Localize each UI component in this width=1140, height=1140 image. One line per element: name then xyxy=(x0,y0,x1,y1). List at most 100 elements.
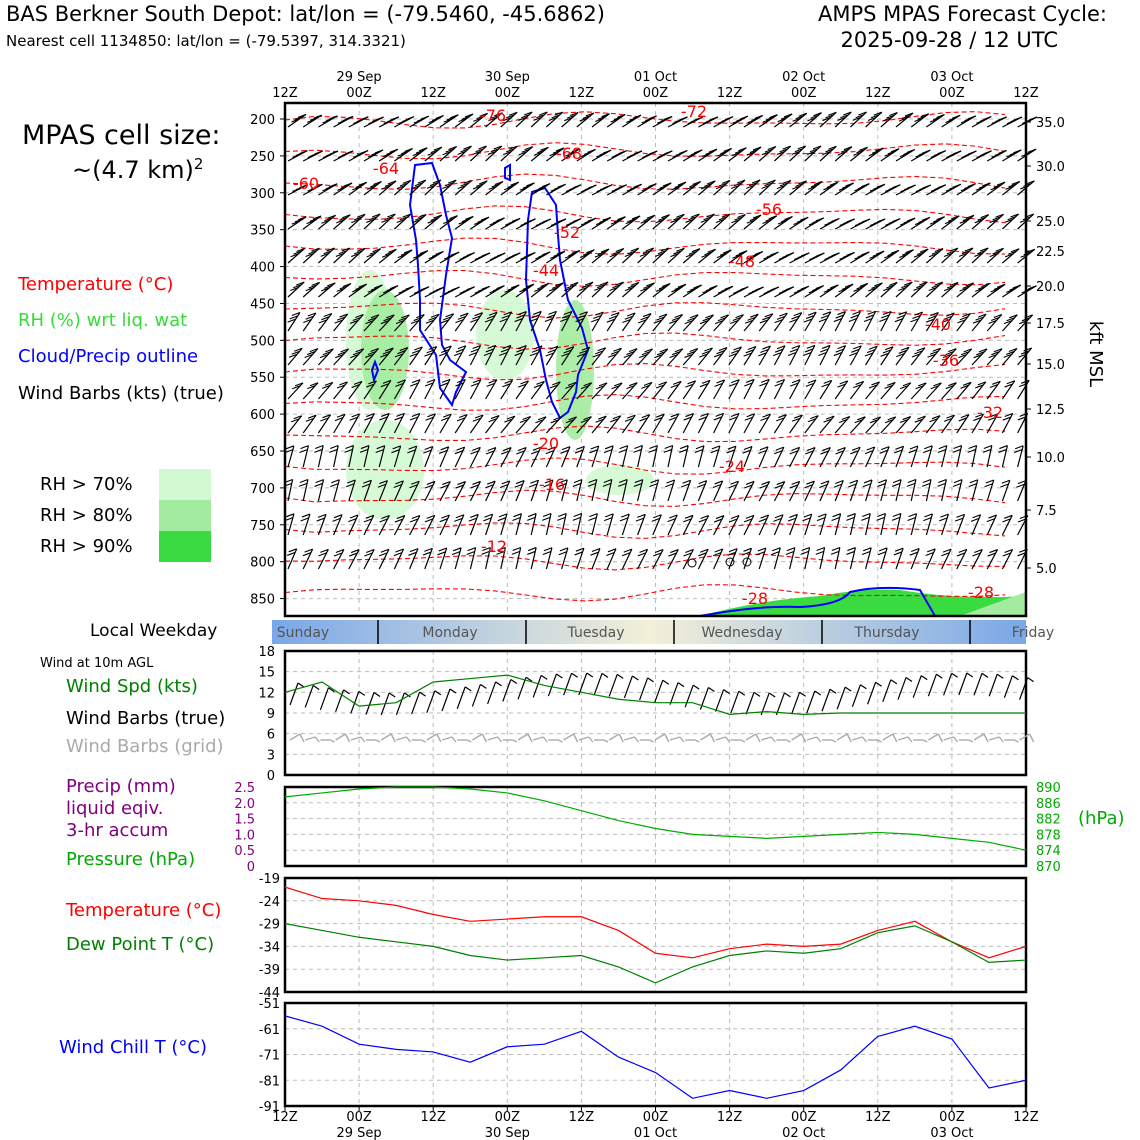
wind-barb xyxy=(819,379,833,400)
wind-barb xyxy=(956,313,971,332)
wind-barb-shaft xyxy=(637,183,657,196)
wind-barb-feather xyxy=(840,148,850,153)
pressure-tick-label: 200 xyxy=(250,113,275,128)
wind-barb-feather xyxy=(613,218,623,223)
wind-barb-shaft xyxy=(697,213,715,230)
wind-barb-shaft xyxy=(865,513,871,536)
wind-tick-label: 9 xyxy=(267,707,275,722)
wind-barb-feather xyxy=(913,253,923,258)
wind-barb xyxy=(348,514,359,536)
wind-barb-feather xyxy=(382,350,391,355)
wind-barb-feather xyxy=(857,416,866,421)
wind-barb-feather xyxy=(853,345,862,350)
wind-barb-feather xyxy=(539,111,548,116)
wind-barb xyxy=(530,446,542,468)
surface-wind-barb-feather xyxy=(799,691,806,697)
wind-barb-feather xyxy=(524,146,533,151)
wind-barb-shaft xyxy=(986,479,995,502)
wind-barb-feather xyxy=(352,316,361,321)
wind-barb-feather xyxy=(837,116,846,121)
wind-barb xyxy=(422,547,433,570)
wind-barb-feather xyxy=(455,484,464,489)
wind-barb-shaft xyxy=(606,347,622,366)
wind-barb-feather xyxy=(700,412,709,417)
wind-barb-shaft xyxy=(333,413,346,434)
cross-section-panel: -76 -72-68-64-60-56-52-48-44-40-36-32-28-… xyxy=(250,70,1106,618)
wind-barb-feather xyxy=(414,346,423,351)
wind-barb-feather xyxy=(689,314,699,319)
wind-barb xyxy=(394,147,413,162)
wind-barb-shaft xyxy=(895,281,913,298)
grid-wind-barb-shaft xyxy=(654,733,666,741)
wind-barb-feather xyxy=(685,548,694,553)
wind-barb-feather xyxy=(639,252,649,257)
wind-barb-feather xyxy=(741,551,751,556)
wind-barb-feather xyxy=(626,187,635,192)
wind-barb-feather xyxy=(907,516,916,522)
wind-barb xyxy=(819,181,839,196)
wind-barb xyxy=(499,311,513,332)
wind-barb-feather xyxy=(629,116,638,121)
wind-barb xyxy=(378,514,390,536)
wind-barb-feather xyxy=(946,312,955,317)
wind-barb-feather xyxy=(854,187,863,192)
wind-barb-feather xyxy=(529,317,538,322)
wind-barb xyxy=(302,312,317,332)
wind-barb xyxy=(667,413,680,434)
wind-barb-feather xyxy=(644,348,653,353)
wind-barb-feather xyxy=(552,381,561,386)
wind-barb-feather xyxy=(359,448,369,453)
wind-barb-shaft xyxy=(378,515,390,536)
wind-barb-feather xyxy=(713,416,722,421)
wind-barb-feather xyxy=(343,182,353,187)
wind-barb-feather xyxy=(554,111,563,116)
grid-wind-barb-feather xyxy=(618,733,624,743)
wind-barb-feather xyxy=(660,247,670,252)
top-date-label: 29 Sep xyxy=(337,70,382,85)
wind-barb-feather xyxy=(723,249,732,254)
wind-barb-feather xyxy=(533,116,542,121)
wind-barb-feather xyxy=(887,381,896,386)
grid-wind-barb-shaft xyxy=(791,733,802,741)
rh90-shade xyxy=(700,589,1026,616)
surface-wind-barb-feather xyxy=(449,688,457,694)
wind-barb xyxy=(697,314,714,332)
wind-barb-feather xyxy=(756,551,765,556)
wind-barb-feather xyxy=(993,286,1003,291)
wind-barb-feather xyxy=(806,480,815,485)
wind-barb-feather xyxy=(803,351,812,356)
wind-barb-shaft xyxy=(667,514,678,536)
surface-wind-barb xyxy=(563,672,578,696)
wind-barb xyxy=(317,247,335,264)
wind-barb-feather xyxy=(531,348,541,353)
wind-barb xyxy=(910,311,923,332)
wind-barb-shaft xyxy=(682,380,697,400)
wind-barb xyxy=(393,515,406,536)
wind-barb-feather xyxy=(426,184,436,189)
wind-barb xyxy=(880,381,896,400)
wind-barb-feather xyxy=(802,517,811,522)
wind-barb xyxy=(363,548,375,570)
wind-barb-shaft xyxy=(865,282,883,298)
wind-barb xyxy=(910,184,932,196)
cloud-outline xyxy=(504,163,511,182)
wind-barb-feather xyxy=(728,484,737,489)
wind-barb-feather xyxy=(294,218,304,223)
wind-barb-shaft xyxy=(348,247,366,264)
wind-barb-feather xyxy=(708,148,718,153)
wind-barb xyxy=(439,251,460,264)
wind-barb xyxy=(713,249,732,264)
wind-barb xyxy=(530,183,551,196)
wind-barb-feather xyxy=(1002,552,1011,557)
wind-barb-feather xyxy=(810,183,820,188)
wind-barb-feather xyxy=(847,547,856,552)
surface-wind-barb-shaft xyxy=(851,684,861,707)
wind-barb-feather xyxy=(535,187,544,192)
weekday-bar xyxy=(272,620,1026,644)
wind-barb-shaft xyxy=(454,379,466,400)
wind-barb xyxy=(606,347,622,366)
wind-barb-feather xyxy=(568,150,577,155)
wind-barb-shaft xyxy=(591,548,601,570)
wind-barb xyxy=(348,283,368,298)
wind-barb-feather xyxy=(430,313,440,318)
